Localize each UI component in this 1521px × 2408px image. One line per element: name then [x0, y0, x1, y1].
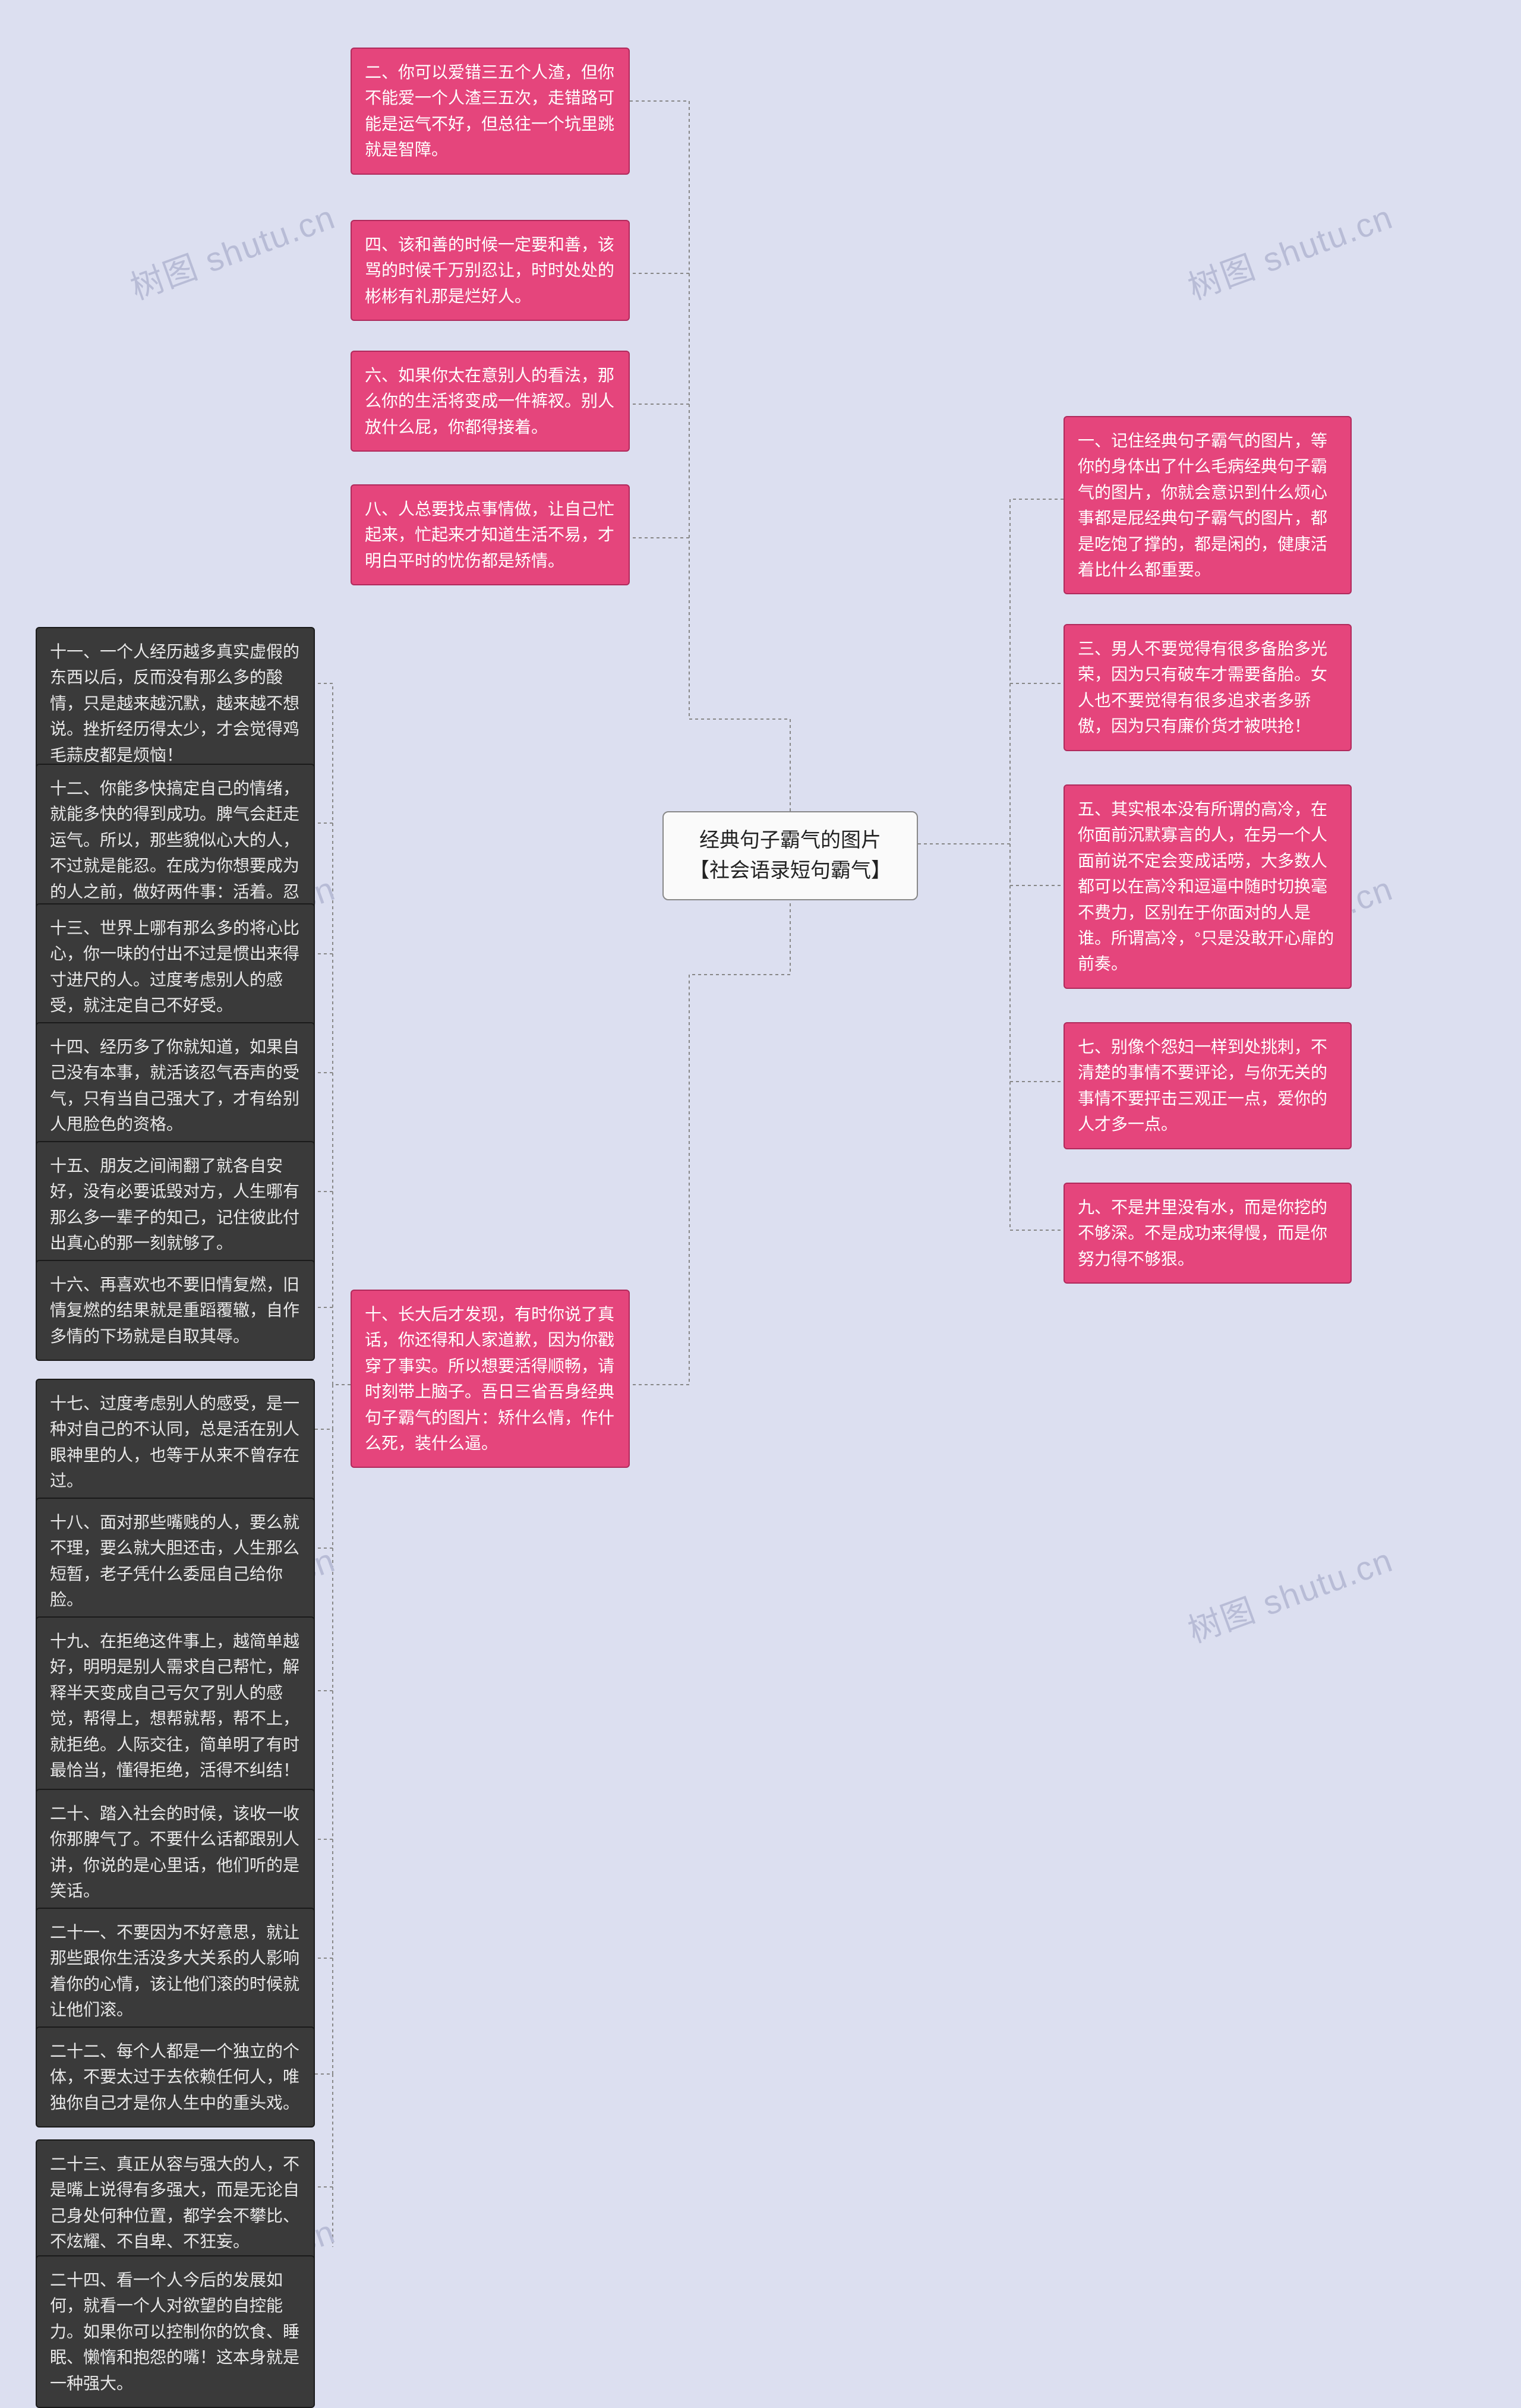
node-1: 一、记住经典句子霸气的图片，等你的身体出了什么毛病经典句子霸气的图片，你就会意识… [1064, 416, 1352, 594]
node-10: 十、长大后才发现，有时你说了真话，你还得和人家道歉，因为你戳穿了事实。所以想要活… [351, 1290, 630, 1468]
node-24: 二十四、看一个人今后的发展如何，就看一个人对欲望的自控能力。如果你可以控制你的饮… [36, 2255, 315, 2408]
node-20: 二十、踏入社会的时候，该收一收你那脾气了。不要什么话都跟别人讲，你说的是心里话，… [36, 1789, 315, 1916]
node-9: 九、不是井里没有水，而是你挖的不够深。不是成功来得慢，而是你努力得不够狠。 [1064, 1183, 1352, 1284]
node-7: 七、别像个怨妇一样到处挑刺，不清楚的事情不要评论，与你无关的事情不要抨击三观正一… [1064, 1022, 1352, 1149]
node-23: 二十三、真正从容与强大的人，不是嘴上说得有多强大，而是无论自己身处何种位置，都学… [36, 2139, 315, 2267]
node-14: 十四、经历多了你就知道，如果自己没有本事，就活该忍气吞声的受气，只有当自己强大了… [36, 1022, 315, 1149]
node-13: 十三、世界上哪有那么多的将心比心，你一味的付出不过是惯出来得寸进尺的人。过度考虑… [36, 903, 315, 1030]
watermark: 树图 shutu.cn [1181, 1534, 1399, 1653]
node-5: 五、其实根本没有所谓的高冷，在你面前沉默寡言的人，在另一个人面前说不定会变成话唠… [1064, 784, 1352, 989]
watermark: 树图 shutu.cn [1181, 191, 1399, 310]
node-16: 十六、再喜欢也不要旧情复燃，旧情复燃的结果就是重蹈覆辙，自作多情的下场就是自取其… [36, 1260, 315, 1361]
node-21: 二十一、不要因为不好意思，就让那些跟你生活没多大关系的人影响着你的心情，该让他们… [36, 1908, 315, 2035]
node-11: 十一、一个人经历越多真实虚假的东西以后，反而没有那么多的酸情，只是越来越沉默，越… [36, 627, 315, 780]
node-17: 十七、过度考虑别人的感受，是一种对自己的不认同，总是活在别人眼神里的人，也等于从… [36, 1379, 315, 1506]
node-6: 六、如果你太在意别人的看法，那么你的生活将变成一件裤衩。别人放什么屁，你都得接着… [351, 351, 630, 452]
node-2: 二、你可以爱错三五个人渣，但你不能爱一个人渣三五次，走错路可能是运气不好，但总往… [351, 48, 630, 175]
node-4: 四、该和善的时候一定要和善，该骂的时候千万别忍让，时时处处的彬彬有礼那是烂好人。 [351, 220, 630, 321]
node-19: 十九、在拒绝这件事上，越简单越好，明明是别人需求自己帮忙，解释半天变成自己亏欠了… [36, 1616, 315, 1795]
node-8: 八、人总要找点事情做，让自己忙起来，忙起来才知道生活不易，才明白平时的忧伤都是矫… [351, 484, 630, 585]
node-18: 十八、面对那些嘴贱的人，要么就不理，要么就大胆还击，人生那么短暂，老子凭什么委屈… [36, 1498, 315, 1625]
node-3: 三、男人不要觉得有很多备胎多光荣，因为只有破车才需要备胎。女人也不要觉得有很多追… [1064, 624, 1352, 751]
node-22: 二十二、每个人都是一个独立的个体，不要太过于去依赖任何人，唯独你自己才是你人生中… [36, 2026, 315, 2128]
watermark: 树图 shutu.cn [123, 191, 341, 310]
node-15: 十五、朋友之间闹翻了就各自安好，没有必要诋毁对方，人生哪有那么多一辈子的知己，记… [36, 1141, 315, 1268]
root-node: 经典句子霸气的图片【社会语录短句霸气】 [662, 811, 918, 900]
